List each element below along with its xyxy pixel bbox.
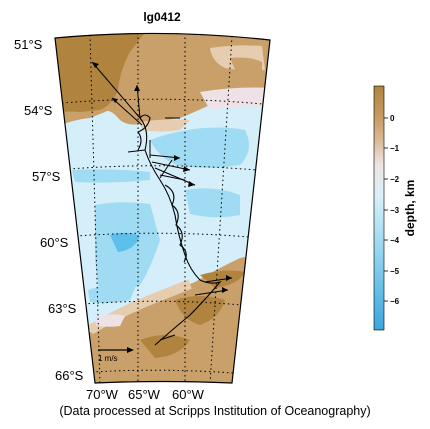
shelf-patch xyxy=(95,314,125,327)
colorbar-tick-0: 0 xyxy=(390,114,395,123)
drake-deep-3 xyxy=(95,202,160,300)
colorbar-tick-3: −3 xyxy=(390,206,400,215)
vector-heads xyxy=(92,62,232,293)
footer-credit: (Data processed at Scripps Institution o… xyxy=(59,404,371,418)
drake-deep-4 xyxy=(185,188,240,218)
map-frame xyxy=(54,32,271,384)
map-title: lg0412 xyxy=(143,10,181,24)
ship-track xyxy=(137,114,222,346)
colorbar-tick-2: −2 xyxy=(390,175,400,184)
lat-label-63: 63°S xyxy=(48,301,77,316)
lon-label-65: 65°W xyxy=(128,387,161,402)
scale-label: 1 m/s xyxy=(98,354,118,363)
colorbar-tick-5: −5 xyxy=(390,267,400,276)
falklands-land xyxy=(230,57,262,76)
lat-label-60: 60°S xyxy=(40,235,69,250)
lat-label-54: 54°S xyxy=(24,103,53,118)
drake-deep-2 xyxy=(72,169,150,183)
antarctic-peninsula xyxy=(55,250,270,384)
scale-arrow-head xyxy=(127,347,134,353)
map-area: 1 m/s xyxy=(55,33,270,384)
colorbar-tick-1: −1 xyxy=(390,144,400,153)
colorbar-label: depth, km xyxy=(403,180,417,237)
drake-deep-5 xyxy=(88,285,135,304)
lon-label-60: 60°W xyxy=(172,387,205,402)
lat-label-66: 66°S xyxy=(55,368,84,383)
peninsula-mountains-2 xyxy=(140,335,190,358)
lat-label-57: 57°S xyxy=(32,169,61,184)
patagonia-highland xyxy=(55,33,150,116)
tierra-shelf xyxy=(140,119,190,132)
lon-label-70: 70°W xyxy=(86,387,119,402)
colorbar-tick-marks xyxy=(384,117,388,302)
drake-trench xyxy=(110,232,140,252)
burdwood-shelf xyxy=(200,87,270,110)
lat-label-51: 51°S xyxy=(14,37,43,52)
colorbar-tick-6: −6 xyxy=(390,297,400,306)
depth-colorbar: 0 −1 −2 −3 −4 −5 −6 depth, km xyxy=(373,85,417,331)
colorbar-tick-4: −4 xyxy=(390,236,400,245)
colorbar-ramp xyxy=(373,85,385,331)
